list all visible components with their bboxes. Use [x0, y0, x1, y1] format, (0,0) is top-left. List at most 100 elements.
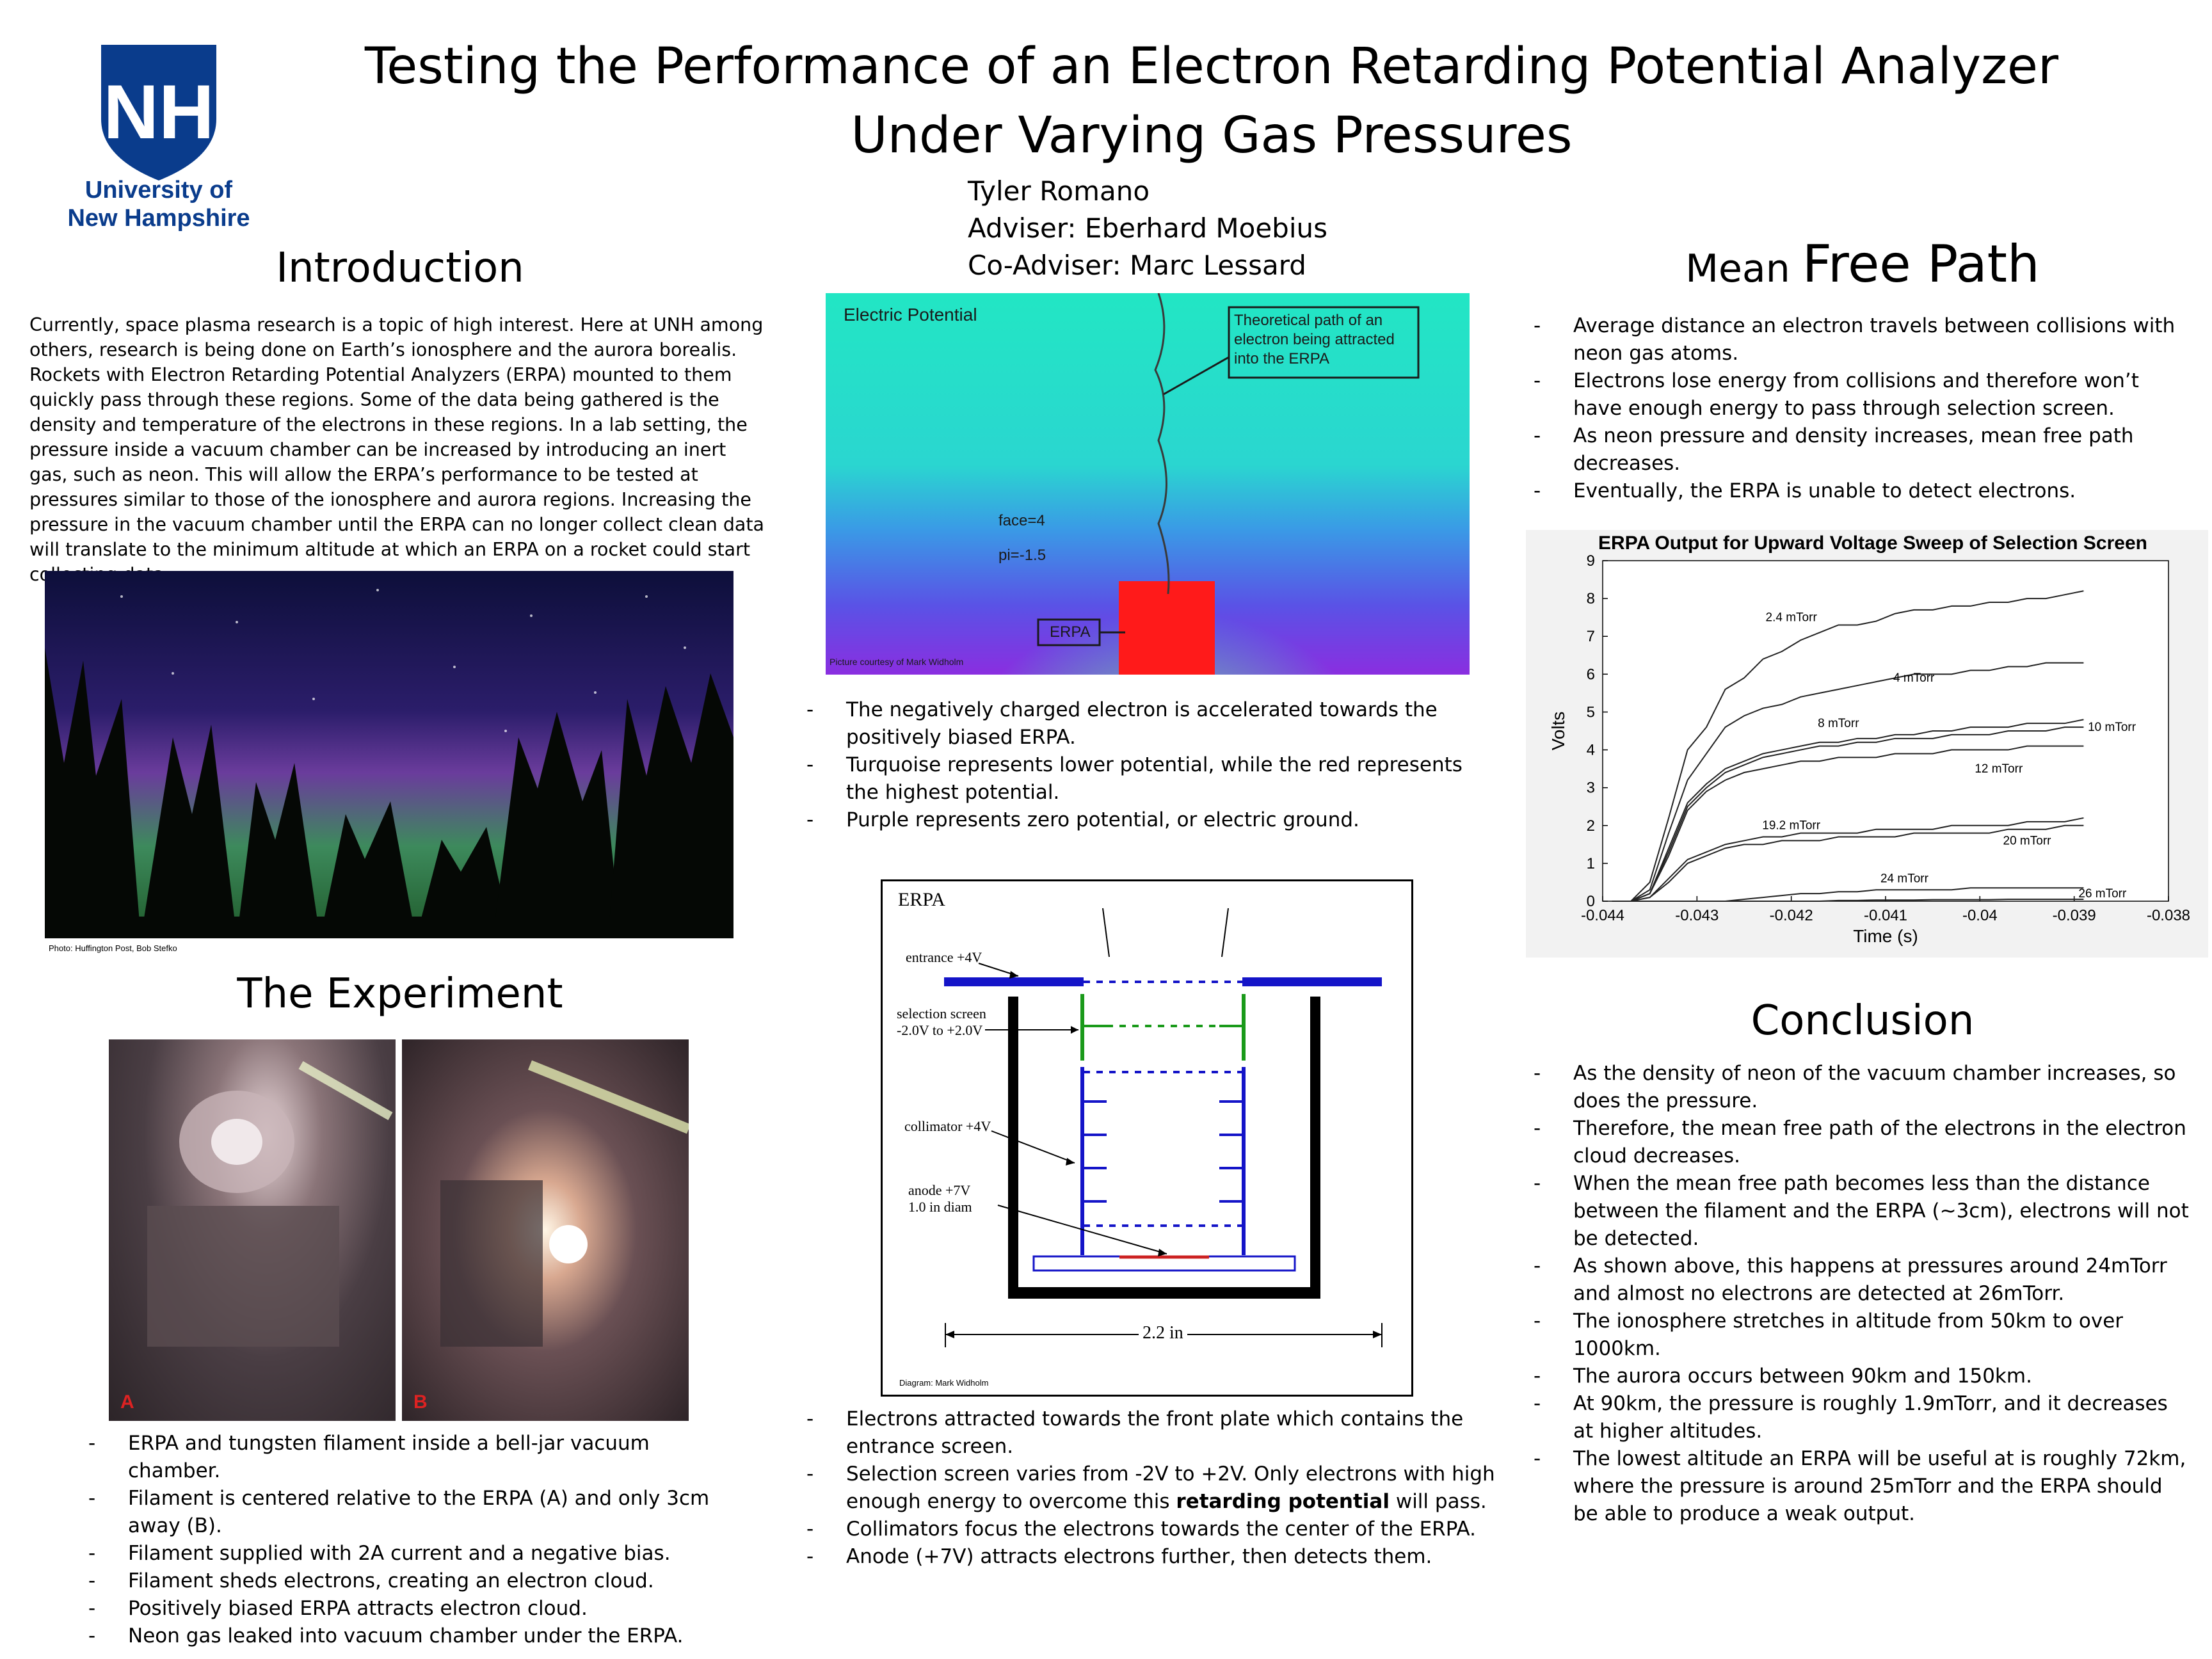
unh-logo: NH University of New Hampshire — [56, 42, 261, 234]
series-label: 8 mTorr — [1818, 717, 1859, 730]
list-item: ERPA and tungsten filament inside a bell… — [82, 1430, 748, 1485]
mfp-bullets: Average distance an electron travels bet… — [1527, 312, 2193, 505]
list-item: Positively biased ERPA attracts electron… — [82, 1595, 748, 1623]
erpa-output-chart: ERPA Output for Upward Voltage Sweep of … — [1526, 530, 2208, 958]
list-item: Collimators focus the electrons towards … — [800, 1516, 1498, 1543]
potential-credit: Picture courtesy of Mark Widholm — [830, 657, 964, 667]
series-line — [1612, 817, 2084, 902]
y-axis-label: Volts — [1548, 712, 1568, 751]
list-item: Purple represents zero potential, or ele… — [800, 806, 1498, 834]
chart-svg: ERPA Output for Upward Voltage Sweep of … — [1548, 533, 2190, 946]
series-label: 26 mTorr — [2078, 887, 2127, 901]
potential-label: Electric Potential — [844, 305, 977, 325]
authors: Tyler Romano Adviser: Eberhard Moebius C… — [968, 173, 1327, 284]
y-tick-label: 3 — [1587, 780, 1595, 797]
list-item: Filament is centered relative to the ERP… — [82, 1485, 748, 1540]
photo-label-b: B — [413, 1391, 428, 1413]
series-line — [1612, 590, 2084, 902]
diagram-collimator-label: collimator +4V — [904, 1118, 991, 1134]
y-tick-label: 6 — [1587, 666, 1595, 683]
series-line — [1612, 899, 2084, 902]
list-item: As the density of neon of the vacuum cha… — [1527, 1060, 2193, 1115]
series-line — [1612, 726, 2084, 902]
list-item: The aurora occurs between 90km and 150km… — [1527, 1363, 2193, 1390]
y-tick-label: 8 — [1587, 590, 1595, 607]
x-tick-label: -0.042 — [1770, 907, 1813, 924]
list-item: At 90km, the pressure is roughly 1.9mTor… — [1527, 1390, 2193, 1445]
potential-face-label: face=4 — [998, 512, 1045, 529]
series-label: 2.4 mTorr — [1766, 611, 1818, 625]
series-line — [1612, 662, 2084, 902]
list-item: Average distance an electron travels bet… — [1527, 312, 2193, 367]
x-tick-label: -0.043 — [1675, 907, 1719, 924]
plot-area — [1602, 560, 2169, 902]
poster-title-line1: Testing the Performance of an Electron R… — [364, 38, 2059, 95]
list-item: As shown above, this happens at pressure… — [1527, 1253, 2193, 1308]
list-item: Electrons attracted towards the front pl… — [800, 1406, 1498, 1461]
aurora-photo — [45, 571, 733, 938]
diagram-title: ERPA — [898, 889, 945, 910]
coadviser-name: Co-Adviser: Marc Lessard — [968, 250, 1306, 281]
diagram-credit: Diagram: Mark Widholm — [899, 1378, 989, 1388]
list-item: Electrons lose energy from collisions an… — [1527, 367, 2193, 422]
series-label: 12 mTorr — [1975, 762, 2023, 776]
experiment-bullets: ERPA and tungsten filament inside a bell… — [82, 1430, 748, 1650]
bold-phrase: retarding potential — [1176, 1490, 1390, 1513]
shield-icon: NH — [101, 45, 216, 180]
experiment-photo-a: A — [109, 1039, 396, 1421]
chart-title: ERPA Output for Upward Voltage Sweep of … — [1598, 533, 2147, 554]
diagram-selection-label-1: selection screen — [897, 1006, 986, 1022]
bullet-text: Selection screen varies from -2V to +2V.… — [846, 1463, 1495, 1513]
y-tick-label: 0 — [1587, 893, 1595, 910]
series-label: 19.2 mTorr — [1762, 819, 1820, 833]
series-label: 20 mTorr — [2003, 834, 2052, 847]
heading-large: Free Path — [1802, 234, 2040, 294]
potential-bullets: The negatively charged electron is accel… — [800, 696, 1498, 834]
list-item: When the mean free path becomes less tha… — [1527, 1170, 2193, 1253]
list-item: As neon pressure and density increases, … — [1527, 422, 2193, 477]
series-line — [1612, 745, 2084, 902]
experiment-heading: The Experiment — [237, 970, 563, 1018]
logo-line1: University of — [84, 177, 233, 204]
conclusion-heading: Conclusion — [1751, 997, 1975, 1045]
diagram-width-label: 2.2 in — [1139, 1323, 1187, 1343]
list-item: The lowest altitude an ERPA will be usef… — [1527, 1445, 2193, 1528]
heading-small: Mean — [1685, 246, 1802, 291]
potential-callout: Theoretical path of an electron being at… — [1234, 312, 1395, 367]
electric-potential-figure: Electric Potential Theoretical path of a… — [826, 293, 1470, 675]
logo-initials: NH — [103, 69, 214, 155]
list-item: Filament supplied with 2A current and a … — [82, 1540, 748, 1567]
y-tick-label: 1 — [1587, 855, 1595, 872]
bullet-text-end: will pass. — [1389, 1490, 1487, 1513]
y-tick-label: 5 — [1587, 703, 1595, 721]
conclusion-bullets: As the density of neon of the vacuum cha… — [1527, 1060, 2193, 1528]
series-label: 4 mTorr — [1893, 671, 1935, 685]
diagram-entrance-label: entrance +4V — [906, 949, 982, 965]
list-item: Eventually, the ERPA is unable to detect… — [1527, 477, 2193, 505]
series-line — [1612, 719, 2084, 902]
diagram-bullets: Electrons attracted towards the front pl… — [800, 1406, 1498, 1571]
diagram-anode-label-2: 1.0 in diam — [908, 1199, 972, 1215]
experiment-photo-b: B — [402, 1039, 689, 1421]
x-tick-label: -0.04 — [1962, 907, 1998, 924]
series-label: 24 mTorr — [1880, 872, 1929, 885]
erpa-diagram: ERPA entrance +4V selection screen -2.0V… — [881, 879, 1413, 1397]
x-tick-label: -0.038 — [2147, 907, 2190, 924]
potential-erpa-label: ERPA — [1050, 623, 1091, 641]
diagram-anode-label-1: anode +7V — [908, 1182, 971, 1198]
adviser-name: Adviser: Eberhard Moebius — [968, 212, 1327, 244]
author-name: Tyler Romano — [968, 175, 1150, 207]
photo-label-a: A — [120, 1391, 134, 1413]
aurora-photo-caption: Photo: Huffington Post, Bob Stefko — [49, 943, 177, 953]
mean-free-path-heading: Mean Free Path — [1523, 234, 2202, 294]
logo-line2: New Hampshire — [67, 205, 250, 232]
list-item: Therefore, the mean free path of the ele… — [1527, 1115, 2193, 1170]
list-item: Anode (+7V) attracts electrons further, … — [800, 1543, 1498, 1571]
series-label: 10 mTorr — [2088, 721, 2136, 734]
introduction-text: Currently, space plasma research is a to… — [29, 314, 765, 585]
x-tick-label: -0.041 — [1864, 907, 1907, 924]
x-axis-label: Time (s) — [1853, 926, 1918, 946]
list-item: The ionosphere stretches in altitude fro… — [1527, 1308, 2193, 1363]
y-tick-label: 4 — [1587, 742, 1595, 759]
x-tick-label: -0.044 — [1581, 907, 1624, 924]
